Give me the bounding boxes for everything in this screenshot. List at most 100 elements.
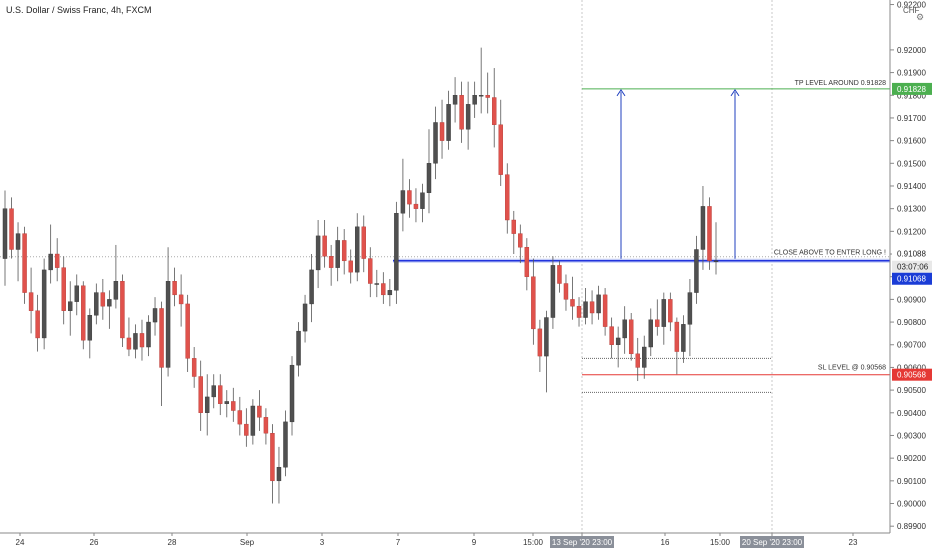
- candle: [48, 253, 53, 271]
- x-tick-label: 3: [320, 538, 325, 547]
- candle: [381, 283, 386, 296]
- x-highlight-label: 13 Sep '20 23:00: [552, 538, 613, 547]
- candle: [596, 294, 601, 314]
- candle: [465, 104, 471, 130]
- candle: [348, 260, 353, 273]
- candle: [94, 292, 99, 316]
- candle: [661, 299, 667, 327]
- candle: [635, 353, 640, 368]
- candle: [694, 249, 699, 293]
- x-highlight-box: [740, 536, 804, 548]
- candle: [289, 364, 295, 423]
- candle: [361, 226, 366, 259]
- candle: [713, 260, 719, 263]
- candle: [231, 401, 236, 411]
- annotations-layer: TP LEVEL AROUND 0.91828 CLOSE ABOVE TO EN…: [616, 80, 886, 372]
- candle: [276, 467, 282, 482]
- x-tick-label: 26: [90, 538, 99, 547]
- candle: [609, 326, 614, 345]
- candle: [485, 95, 490, 98]
- candle: [387, 290, 393, 296]
- candle: [133, 333, 138, 350]
- x-tick-label: 24: [16, 538, 25, 547]
- candle: [244, 423, 249, 436]
- candle: [257, 405, 262, 418]
- candle: [368, 258, 373, 284]
- candle: [81, 285, 86, 341]
- x-tick-label: 23: [849, 538, 858, 547]
- y-tick-label: 0.90800: [897, 318, 926, 327]
- candle: [41, 269, 47, 339]
- candle: [648, 319, 653, 348]
- y-tick-label: 0.90300: [897, 431, 926, 440]
- sl-annotation: SL LEVEL @ 0.90568: [818, 365, 886, 372]
- candle: [198, 376, 203, 413]
- y-tick-label: 0.92200: [897, 1, 926, 10]
- candle: [61, 267, 66, 311]
- y-tick-label: 0.91400: [897, 182, 926, 191]
- candle: [126, 337, 132, 350]
- candle: [687, 292, 693, 325]
- candle: [2, 208, 8, 259]
- candle: [700, 206, 706, 250]
- x-tick-label: Sep: [240, 538, 255, 547]
- candle: [237, 410, 243, 425]
- candles-layer: [2, 47, 719, 504]
- candle: [544, 317, 549, 357]
- candle: [602, 294, 608, 327]
- x-tick-label: 15:00: [523, 538, 544, 547]
- candle: [655, 319, 660, 327]
- gear-icon[interactable]: ⚙: [916, 12, 925, 22]
- candle: [420, 192, 425, 209]
- y-tick-label: 0.91800: [897, 91, 926, 100]
- candle: [120, 281, 125, 339]
- y-tick-label: 0.91600: [897, 137, 926, 146]
- entry-price-tag: 0.91088: [897, 250, 926, 259]
- y-tick-label: 0.91300: [897, 205, 926, 214]
- candle: [165, 281, 171, 368]
- y-tick-label: 0.91200: [897, 227, 926, 236]
- y-tick-label: 0.90400: [897, 409, 926, 418]
- candle: [498, 124, 503, 175]
- y-tick-label: 0.90500: [897, 386, 926, 395]
- levels-layer: [0, 88, 890, 393]
- current-price-tag-box: [892, 272, 932, 285]
- y-tick-label: 0.90900: [897, 295, 926, 304]
- candle: [159, 308, 164, 368]
- candle: [54, 253, 60, 268]
- y-tick-label: 0.91700: [897, 114, 926, 123]
- x-tick-label: 28: [168, 538, 177, 547]
- candle: [400, 190, 406, 214]
- candle: [531, 276, 536, 330]
- candle: [328, 256, 334, 268]
- candle: [576, 305, 582, 318]
- x-tick-label: 9: [472, 538, 477, 547]
- y-tick-label: 0.90200: [897, 454, 926, 463]
- candle: [478, 95, 484, 97]
- candle: [374, 283, 380, 285]
- candle: [557, 265, 562, 284]
- candle: [491, 97, 497, 125]
- countdown-label: 03:07:06: [897, 263, 929, 272]
- candle: [218, 385, 223, 404]
- entry-annotation: CLOSE ABOVE TO ENTER LONG !: [774, 250, 886, 257]
- candle: [583, 301, 588, 318]
- candle: [283, 421, 288, 468]
- candle: [642, 346, 647, 368]
- candle: [505, 174, 510, 221]
- candle: [113, 281, 119, 300]
- candle: [622, 319, 627, 339]
- chart-title: U.S. Dollar / Swiss Franc, 4h, FXCM: [6, 5, 152, 15]
- y-tick-label: 0.91900: [897, 69, 926, 78]
- candle: [439, 122, 445, 141]
- candle: [204, 396, 210, 413]
- candle: [707, 206, 712, 262]
- candle: [309, 269, 314, 305]
- x-highlight-box: [550, 536, 614, 548]
- candle: [28, 292, 34, 311]
- candle: [263, 417, 269, 434]
- entry-price-tag-box: [892, 247, 932, 260]
